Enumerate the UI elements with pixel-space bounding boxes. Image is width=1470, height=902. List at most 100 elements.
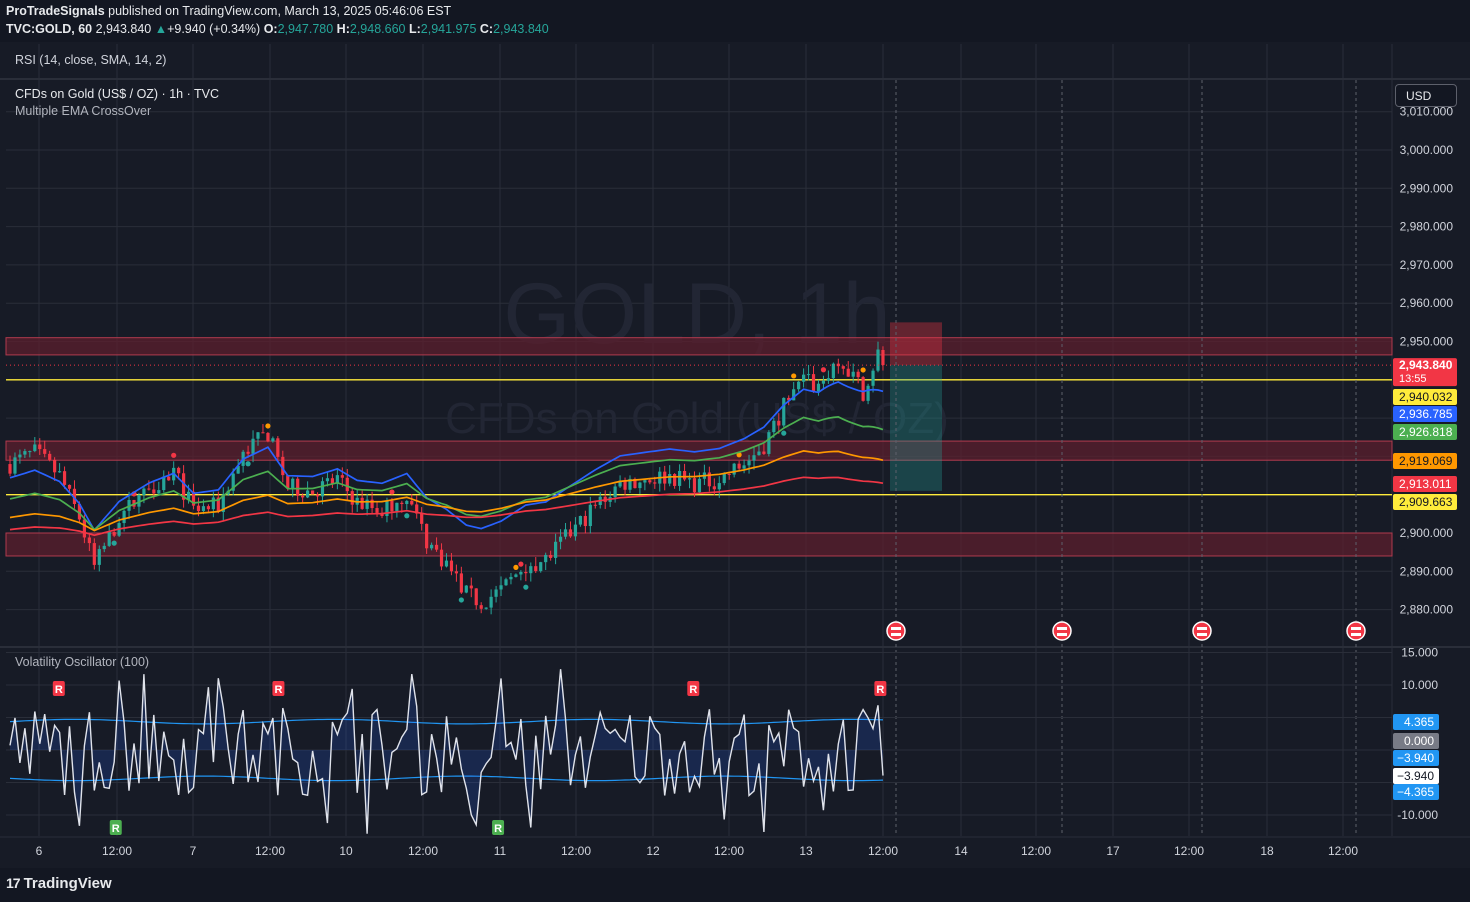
candle-body — [792, 389, 796, 401]
chart-header: ProTradeSignals published on TradingView… — [0, 0, 1470, 42]
candle-body — [271, 438, 275, 442]
price-scale-value: 2,936.785 — [1399, 407, 1453, 421]
oscillator-scale-badge — [1393, 750, 1439, 766]
reversal-marker — [492, 820, 505, 835]
us-flag-stripe — [1351, 627, 1361, 630]
candle-body — [330, 478, 334, 484]
publish-line: ProTradeSignals published on TradingView… — [6, 4, 451, 18]
oscillator-lower-band — [9, 775, 884, 782]
rsi-pane-title[interactable]: RSI (14, close, SMA, 14, 2) — [15, 53, 167, 67]
candle-body — [167, 476, 171, 481]
low-value: 2,941.975 — [420, 22, 477, 36]
candle-body — [420, 513, 424, 524]
ema-indicator-title[interactable]: Multiple EMA CrossOver — [15, 104, 152, 118]
publisher-name[interactable]: ProTradeSignals — [6, 4, 105, 18]
candle-body — [251, 438, 255, 454]
signal-dot — [389, 489, 395, 495]
up-arrow-icon: ▲ — [154, 22, 168, 36]
oscillator-scale-badge — [1393, 768, 1439, 784]
candle-body — [484, 607, 488, 609]
us-flag-stripe — [1351, 633, 1361, 636]
us-flag-stripe — [1197, 627, 1207, 630]
candle-body — [811, 374, 816, 392]
candle-body — [345, 477, 349, 492]
candle-body — [494, 589, 498, 597]
candle-body — [752, 455, 756, 461]
candle-body — [206, 506, 210, 510]
candle-body — [137, 495, 141, 507]
oscillator-pane-title[interactable]: Volatility Oscillator (100) — [15, 655, 150, 669]
signal-dot — [518, 561, 524, 567]
candle-body — [390, 500, 394, 512]
main-pane — [6, 80, 1392, 647]
oscillator-axis-tick-label: 10.000 — [1401, 678, 1438, 692]
candle-body — [638, 482, 642, 489]
tradingview-logo[interactable]: 17 TradingView — [6, 875, 112, 892]
candle-body — [48, 453, 52, 460]
candle-body — [360, 497, 364, 509]
candle-body — [177, 467, 181, 474]
signal-dot — [404, 513, 410, 519]
candle-body — [831, 363, 835, 379]
published-text: published on TradingView.com, March 13, … — [108, 4, 452, 18]
price-axis-tick-label: 2,890.000 — [1400, 564, 1454, 578]
candle-body — [77, 503, 82, 520]
price-scale-value: 2,909.663 — [1399, 495, 1453, 509]
candle-body — [236, 465, 240, 474]
candle-body — [53, 459, 57, 473]
oscillator-axis-tick-label: -10.000 — [1397, 808, 1438, 822]
candle-body — [122, 510, 126, 524]
oscillator-scale-badge — [1393, 714, 1439, 730]
candle-body — [737, 463, 741, 469]
candle-body — [524, 571, 528, 574]
candle-body — [231, 473, 235, 491]
us-flag-event-icon — [1346, 621, 1366, 641]
us-flag-stripe — [1057, 633, 1067, 636]
bar-countdown-label: 13:55 — [1399, 373, 1427, 385]
chart-canvas[interactable]: 6 12:00 7 12:00 10 12:00 11 12:00 12 12:00 13 12:00… — [0, 0, 1470, 868]
reversal-marker-label: R — [274, 684, 282, 696]
candle-body — [504, 579, 508, 586]
candle-body — [186, 491, 191, 500]
x-axis-tick-label: 6 — [36, 844, 43, 858]
candle-body — [712, 486, 716, 490]
candle-body — [489, 596, 493, 608]
candle-body — [509, 576, 513, 580]
currency-button[interactable]: USD — [1395, 84, 1457, 107]
candle-body — [102, 545, 106, 550]
reversal-marker — [109, 820, 122, 835]
us-flag-stripe — [891, 633, 901, 636]
signal-dot — [860, 367, 866, 373]
candle-body — [643, 480, 647, 483]
candle-body — [549, 554, 553, 558]
candle-body — [291, 478, 295, 489]
candle-body — [415, 504, 419, 514]
last-price-label: 2,943.840 — [1399, 358, 1453, 372]
x-axis-tick-label: 11 — [494, 844, 507, 858]
candle-body — [256, 432, 260, 439]
us-flag-stripe — [891, 627, 901, 630]
reversal-marker-label: R — [494, 823, 502, 835]
symbol-label[interactable]: TVC:GOLD, 60 — [6, 22, 93, 36]
oscillator-scale-value: −3.940 — [1397, 751, 1434, 765]
candle-body — [519, 571, 523, 575]
x-axis-tick-label: 12:00 — [1328, 844, 1358, 858]
candle-body — [444, 560, 449, 567]
footer-bar — [0, 868, 1470, 902]
reversal-marker-label: R — [112, 823, 120, 835]
candle-body — [707, 472, 711, 487]
candle-body — [474, 588, 478, 606]
candle-body — [851, 371, 855, 377]
candle-body — [310, 490, 315, 495]
main-pane-title[interactable]: CFDs on Gold (US$ / OZ) · 1h · TVC — [15, 87, 219, 101]
oscillator-scale-value: −3.940 — [1397, 769, 1434, 783]
candle-body — [544, 554, 548, 563]
candle-body — [335, 475, 339, 484]
candle-body — [469, 585, 473, 589]
candle-body — [375, 508, 379, 513]
signal-dot — [781, 430, 787, 436]
candle-body — [92, 543, 96, 565]
x-axis-tick-label: 12:00 — [102, 844, 132, 858]
candle-body — [107, 531, 111, 546]
candle-body — [320, 481, 325, 497]
